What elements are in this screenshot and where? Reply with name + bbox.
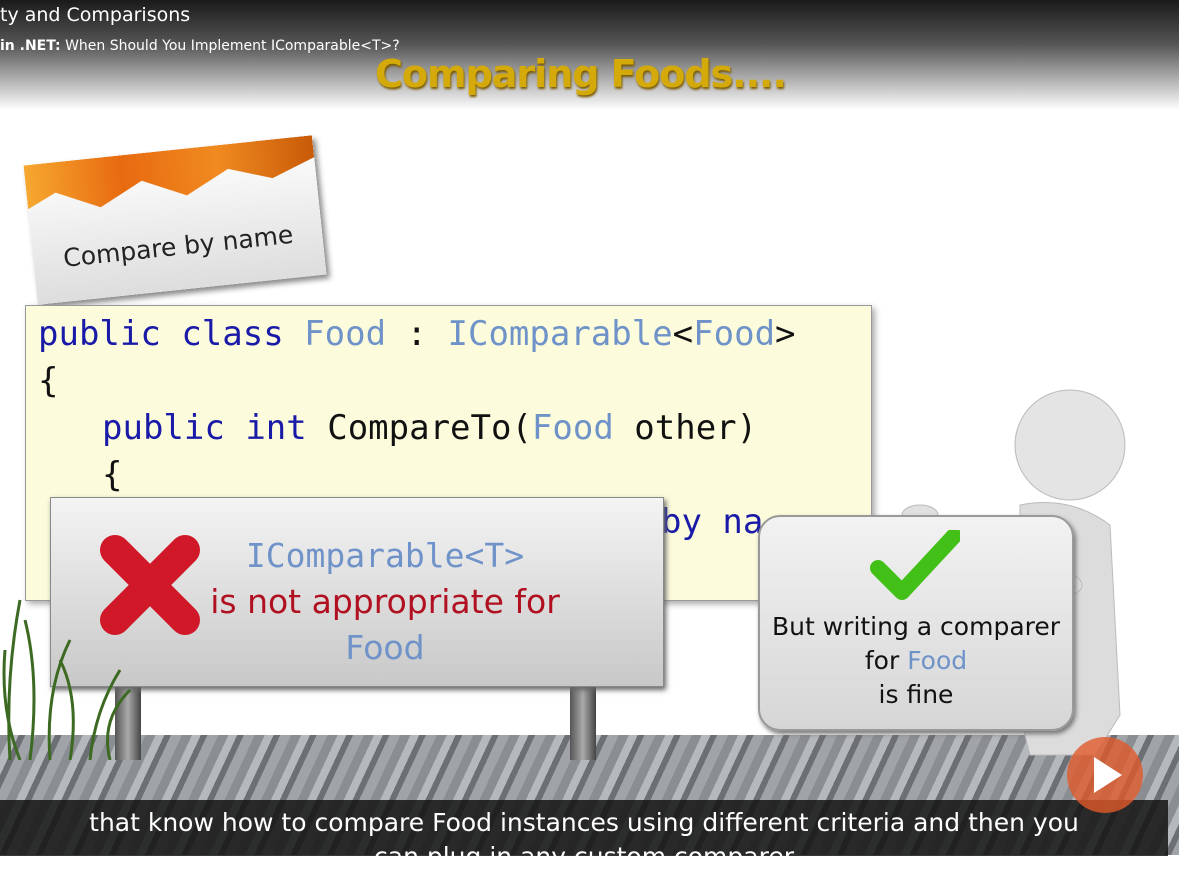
top-bar	[0, 0, 1179, 110]
code-token: Food	[693, 314, 776, 354]
code-token: Food	[304, 314, 387, 354]
code-line: {	[38, 361, 58, 401]
code-token: other)	[634, 408, 758, 448]
code-token: >	[775, 314, 796, 354]
play-button[interactable]	[1060, 735, 1150, 815]
subtitles: that know how to compare Food instances …	[0, 806, 1168, 874]
course-title[interactable]: ty and Comparisons	[0, 4, 191, 26]
code-token: {	[38, 361, 59, 401]
subtitle-line: can plug in any custom comparer	[374, 842, 794, 871]
sign-word: Food	[907, 646, 968, 675]
code-token: public	[102, 408, 225, 448]
sign-word: for	[864, 646, 900, 675]
code-token: <	[672, 314, 694, 354]
code-token: {	[102, 455, 123, 495]
sign-line: is fine	[878, 680, 954, 709]
code-token: :	[406, 314, 428, 354]
code-token: CompareTo(	[327, 408, 532, 448]
clip-title: When Should You Implement IComparable<T>…	[65, 38, 400, 54]
check-icon	[870, 530, 960, 600]
module-prefix: in .NET:	[0, 38, 61, 54]
sign-line: But writing a comparer	[771, 612, 1061, 641]
code-token: Food	[531, 408, 614, 448]
code-token: int	[245, 408, 307, 448]
cross-icon	[100, 535, 200, 635]
sign-text: IComparable<T> is not appropriate for Fo…	[150, 533, 620, 671]
card-text: Compare by name	[61, 219, 295, 273]
subtitle-bar	[0, 800, 1168, 856]
sign-line: Food	[345, 628, 425, 667]
code-line: public int CompareTo(Food other)	[102, 408, 757, 448]
code-token: class	[181, 314, 284, 354]
code-token: by na	[661, 502, 764, 542]
code-token: IComparable	[447, 314, 673, 354]
subtitle-line: that know how to compare Food instances …	[89, 808, 1079, 837]
sign-line: IComparable<T>	[245, 536, 525, 575]
sign	[758, 515, 1074, 731]
code-line: by na	[661, 502, 763, 542]
code-line: public class Food : IComparable<Food>	[38, 314, 796, 354]
code-token: public	[38, 314, 161, 354]
grass	[2, 599, 132, 760]
slide-title: Comparing Foods....	[375, 52, 787, 96]
sign-line: for Food	[758, 644, 1074, 678]
card: Compare by name	[23, 135, 327, 305]
sign-text: But writing a comparer for Food is fine	[758, 610, 1074, 712]
sign-line: is not appropriate for	[210, 582, 560, 621]
sign-post	[570, 680, 596, 760]
module-title[interactable]: in .NET: When Should You Implement IComp…	[0, 38, 400, 54]
code-line: {	[102, 455, 122, 495]
